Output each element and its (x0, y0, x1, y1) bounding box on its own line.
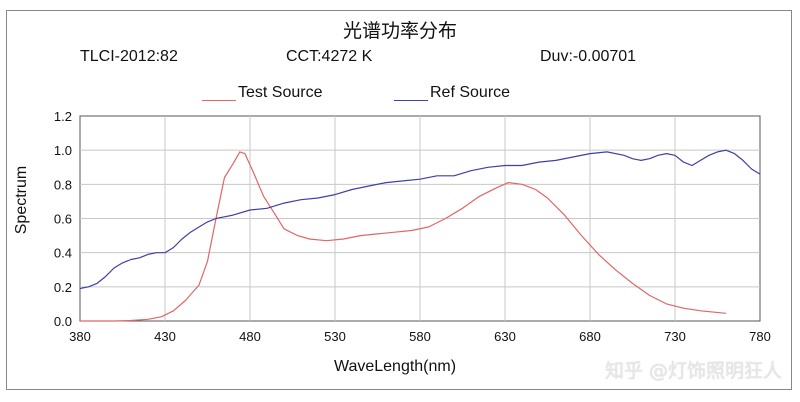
series-line-ref-source (79, 149, 761, 290)
legend-swatch-test-source (202, 100, 236, 101)
x-tick-label: 580 (409, 329, 431, 344)
x-tick-label: 680 (579, 329, 601, 344)
y-tick-label: 1.2 (54, 109, 72, 124)
y-tick-label: 0.2 (54, 280, 72, 295)
x-tick-label: 430 (154, 329, 176, 344)
y-tick-label: 0.6 (54, 212, 72, 227)
legend-label-test-source: Test Source (238, 84, 323, 101)
tlci-value: TLCI-2012:82 (80, 48, 178, 65)
chart-frame (6, 10, 792, 390)
cct-value: CCT:4272 K (286, 48, 373, 65)
legend-label-ref-source: Ref Source (430, 84, 511, 101)
x-axis-label: WaveLength(nm) (333, 358, 457, 375)
x-tick-label: 630 (494, 329, 516, 344)
series-line-test-source (80, 151, 727, 322)
y-tick-label: 0.4 (54, 246, 72, 261)
duv-value: Duv:-0.00701 (540, 48, 637, 65)
x-tick-label: 480 (239, 329, 261, 344)
watermark: 知乎 @灯饰照明狂人 (604, 360, 782, 382)
x-tick-label: 530 (324, 329, 346, 344)
legend-swatch-ref-source (394, 100, 428, 101)
y-tick-label: 0.8 (54, 177, 72, 192)
x-tick-label: 730 (664, 329, 686, 344)
x-tick-label: 780 (749, 329, 771, 344)
y-tick-label: 0.0 (54, 314, 72, 329)
x-tick-label: 380 (69, 329, 91, 344)
chart-title: 光谱功率分布 (342, 20, 457, 42)
y-tick-label: 1.0 (54, 143, 72, 158)
